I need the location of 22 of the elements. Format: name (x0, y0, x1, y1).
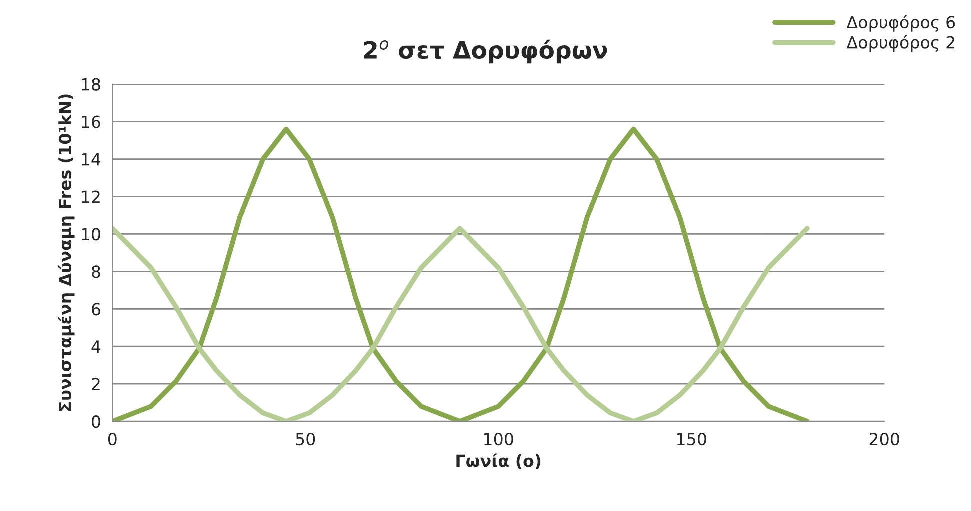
y-tick-label: 10 (82, 228, 100, 241)
chart-title: 2$^{o}$ σετ Δορυφόρων (364, 40, 608, 64)
line-series (112, 126, 810, 422)
y-tick-label: 8 (92, 266, 100, 278)
x-tick-label: 150 (678, 432, 706, 446)
legend-label: Δορυφόρος 6 (846, 15, 956, 32)
y-tick-label: 14 (82, 153, 101, 166)
x-axis-title: Γωνία (o) (456, 454, 541, 470)
x-tick-label: 200 (870, 432, 900, 446)
y-tick-label: 2 (92, 378, 100, 390)
legend-label: Δορυφόρος 2 (846, 35, 954, 52)
y-tick-label: 12 (82, 190, 100, 204)
y-tick-label: 18 (82, 78, 100, 91)
y-tick-label: 6 (92, 303, 100, 316)
y-tick-label: 0 (92, 416, 100, 428)
y-tick-label: 16 (82, 116, 100, 128)
x-tick-label: 100 (484, 432, 514, 446)
x-tick-label: 50 (296, 432, 316, 446)
line-series (112, 226, 810, 422)
y-tick-label: 4 (92, 340, 101, 353)
y-axis-title: Συνισταμένη Δύναμη Fres (10¹kN) (58, 94, 75, 412)
x-tick-label: 0 (108, 432, 117, 446)
